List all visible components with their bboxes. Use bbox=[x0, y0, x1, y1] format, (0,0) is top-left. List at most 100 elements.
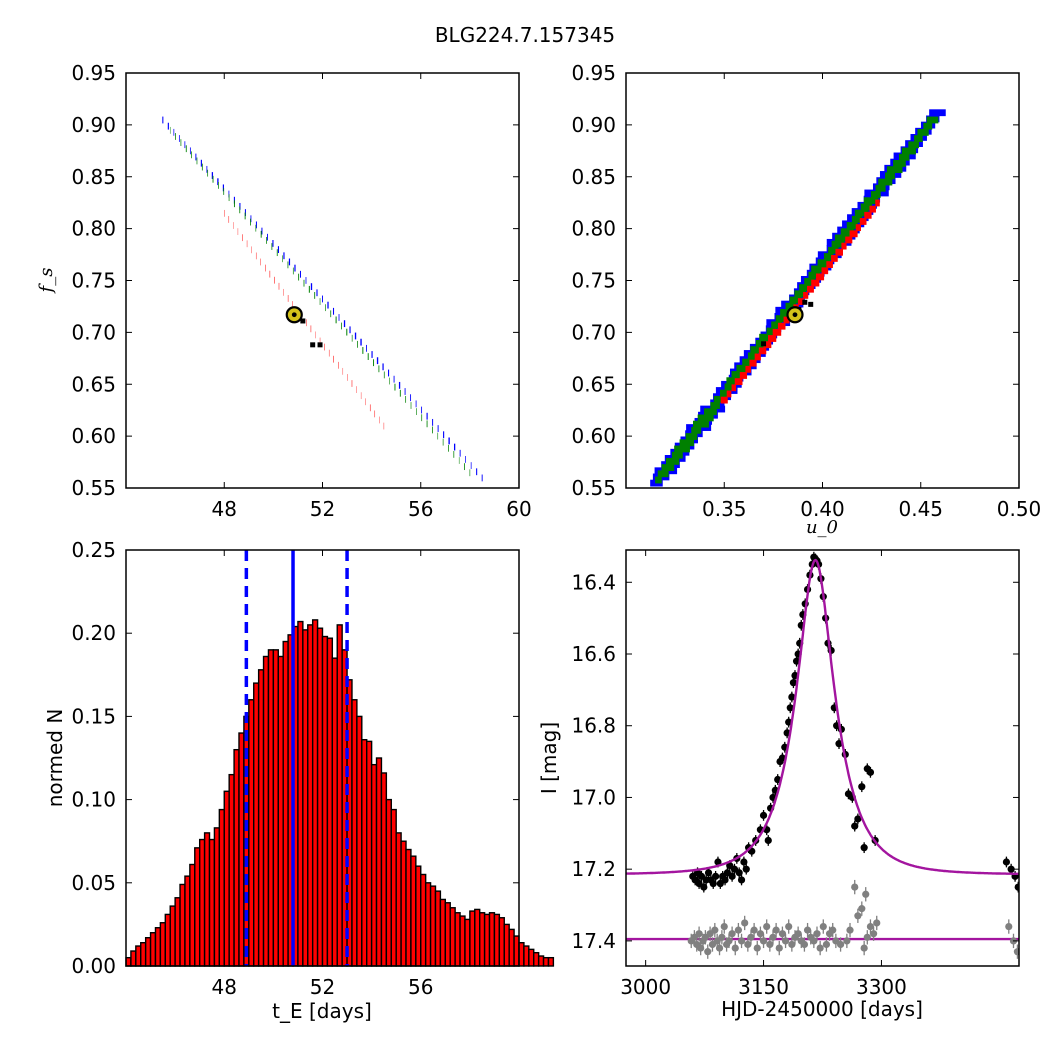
panel1-cell-blue bbox=[173, 128, 175, 136]
panel2-cell-red bbox=[835, 248, 843, 256]
panel4-point-residuals bbox=[858, 905, 866, 913]
panel1-cell-green bbox=[207, 169, 209, 177]
panel4-point-data bbox=[858, 783, 866, 791]
panel1-cell-green bbox=[255, 224, 257, 232]
panel4-ytick-label: 17.4 bbox=[571, 929, 616, 953]
panel1-cell-green bbox=[303, 279, 305, 287]
panel1-cell-green bbox=[266, 236, 267, 244]
panel1-cell-blue bbox=[184, 141, 186, 149]
panel4-point-residuals bbox=[734, 926, 742, 934]
panel3-ytick-label: 0.15 bbox=[71, 704, 116, 728]
panel2-cell-green bbox=[851, 215, 862, 223]
panel3-bar bbox=[149, 932, 157, 967]
panel1-cell-red bbox=[269, 270, 271, 278]
panel3-bar bbox=[140, 942, 147, 967]
panel2-cell-green bbox=[766, 327, 778, 335]
panel1-cell-red bbox=[310, 325, 312, 333]
panel1-cell-blue bbox=[470, 462, 472, 469]
panel3-bar bbox=[537, 955, 545, 967]
panel2-xtick-label: 0.35 bbox=[702, 497, 747, 521]
panel1-cell-green bbox=[308, 285, 310, 293]
panel4-point-data bbox=[737, 876, 746, 884]
panel1-cell-green bbox=[282, 255, 283, 263]
panel1-ytick-label: 0.75 bbox=[71, 269, 116, 293]
panel1-cell-blue bbox=[283, 252, 285, 260]
panel1-cell-green bbox=[330, 310, 332, 318]
panel2-cell-green bbox=[886, 166, 903, 174]
panel1-cell-blue bbox=[360, 338, 362, 346]
panel3-bar bbox=[542, 956, 550, 967]
panel4-point-residuals bbox=[704, 948, 712, 956]
panel4-point-residuals bbox=[843, 937, 851, 945]
panel1-cell-green bbox=[341, 322, 342, 330]
panel3-bar bbox=[184, 875, 191, 967]
panel3-bar bbox=[282, 640, 289, 967]
panel1-cell-green bbox=[453, 450, 455, 458]
panel3-bar bbox=[488, 912, 496, 967]
panel2-ytick-label: 0.70 bbox=[571, 320, 616, 344]
panel1-cell-blue bbox=[382, 363, 384, 371]
panel4-point-residuals bbox=[747, 933, 755, 941]
panel2-cell-green bbox=[719, 389, 730, 397]
panel2-cell-red bbox=[875, 199, 880, 207]
panel4-ylabel: I [mag] bbox=[537, 722, 561, 794]
panel3-bar bbox=[370, 763, 378, 967]
panel2-cell-red bbox=[821, 267, 829, 275]
panel2-cell-green bbox=[923, 122, 933, 130]
panel1-cell-blue bbox=[255, 221, 257, 229]
panel2-cell-green bbox=[736, 364, 751, 372]
panel4-model-curve bbox=[626, 558, 1019, 875]
panel1-cell-blue bbox=[250, 215, 252, 223]
panel2-cell-red bbox=[739, 372, 748, 379]
panel3-bar bbox=[179, 883, 186, 967]
panel2-cell-red bbox=[763, 341, 772, 349]
panel3-bar bbox=[135, 945, 142, 967]
lightcurve-panel: 3000 3150 3300 16.4 16.6 16.8 17.0 17.2 17.4 HJD… bbox=[537, 549, 1020, 1021]
panel4-point-residuals bbox=[728, 930, 736, 938]
panel3-bar bbox=[434, 890, 442, 967]
panel1-speck bbox=[310, 342, 316, 348]
panel1-cell-blue bbox=[211, 172, 214, 179]
panel1-cell-blue bbox=[167, 122, 169, 130]
panel1-cell-blue bbox=[481, 474, 483, 482]
panel2-speck bbox=[808, 301, 814, 307]
panel2-cell-green bbox=[799, 284, 811, 291]
panel1-cell-green bbox=[458, 457, 460, 464]
panel1-ytick-label: 0.85 bbox=[71, 165, 116, 189]
panel2-cell-red bbox=[726, 390, 732, 398]
panel3-bar bbox=[508, 928, 515, 967]
panel2-xtick-label: 0.40 bbox=[800, 497, 845, 521]
panel4-point-data bbox=[835, 740, 843, 748]
panel4-point-residuals bbox=[766, 940, 774, 949]
panel4-point-residuals bbox=[836, 940, 845, 949]
panel2-cell-green bbox=[750, 346, 766, 354]
panel2-cell-green bbox=[854, 209, 869, 217]
panel4-point-residuals bbox=[741, 919, 749, 927]
panel2-cell-red bbox=[777, 322, 786, 330]
panel4-xtick-label: 3150 bbox=[738, 975, 789, 999]
panel3-bar bbox=[351, 699, 358, 967]
panel1-cell-blue bbox=[200, 159, 202, 167]
panel4-point-residuals bbox=[744, 940, 752, 949]
panel2-cell-green bbox=[665, 457, 680, 465]
panel3-bar bbox=[420, 873, 427, 967]
panel2-cell-green bbox=[840, 228, 855, 236]
panel4-point-residuals bbox=[788, 940, 796, 949]
panel4-point-data bbox=[1007, 865, 1015, 873]
panel2-cell-green bbox=[917, 128, 929, 136]
panel3-ytick-label: 0.25 bbox=[71, 538, 116, 562]
panel2-cell-red bbox=[749, 359, 757, 367]
panel2-cell-green bbox=[885, 172, 895, 180]
panel3-bar bbox=[272, 649, 279, 967]
panel3-bar bbox=[238, 732, 245, 967]
panel1-cell-blue bbox=[299, 270, 301, 278]
panel3-bar bbox=[503, 923, 510, 967]
fs-vs-te-panel: 48 52 56 60 0.55 0.60 0.65 0.70 0.75 0.80 0.85 0.90… bbox=[36, 61, 532, 521]
panel1-ytick-label: 0.80 bbox=[71, 217, 116, 241]
panel3-bar bbox=[297, 620, 304, 967]
panel3-bar bbox=[208, 838, 216, 967]
panel1-cell-blue bbox=[178, 135, 180, 142]
panel3-bar bbox=[302, 629, 309, 967]
panel1-cell-blue bbox=[272, 240, 274, 247]
panel3-bar bbox=[528, 948, 535, 967]
